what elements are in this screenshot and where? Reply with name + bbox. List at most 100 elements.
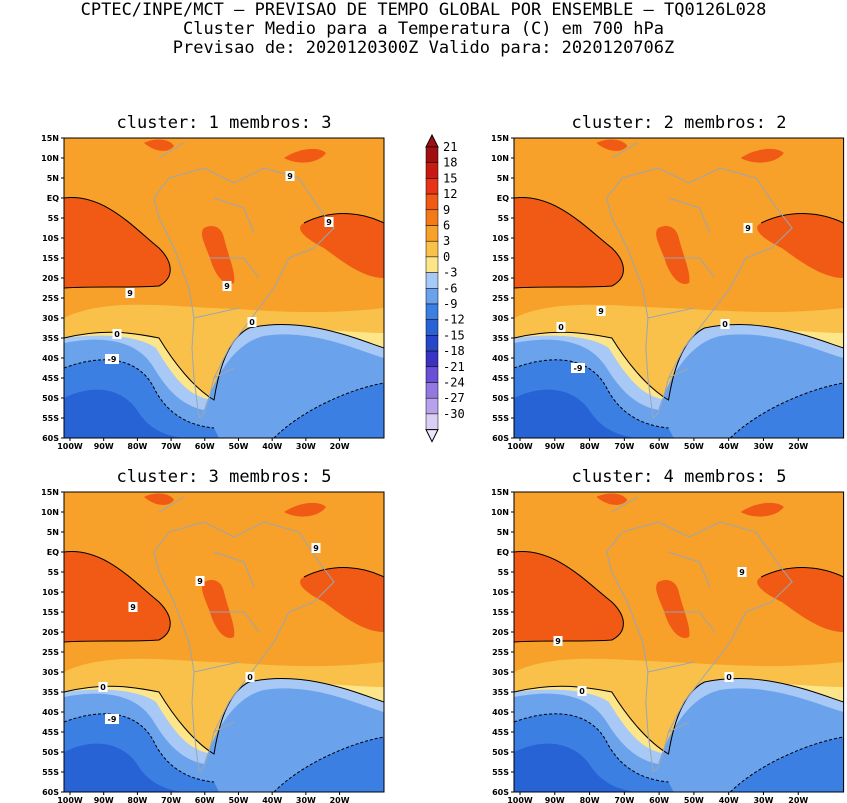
contour-label-text: 9 [130, 603, 136, 612]
lon-tick-label: 100W [57, 796, 83, 803]
contour-label: 0 [556, 322, 566, 332]
lat-tick-label: 55S [492, 414, 509, 423]
colorbar-segment [425, 162, 439, 179]
lon-tick-label: 70W [614, 796, 634, 803]
colorbar-label: -27 [443, 391, 465, 405]
contour-label-text: 0 [100, 683, 106, 692]
lat-tick-label: 30S [492, 314, 509, 323]
lat-tick-label: 20S [42, 274, 59, 283]
lat-tick-label: 25S [42, 648, 59, 657]
lon-tick-label: 20W [788, 796, 808, 803]
contour-label-bg [247, 317, 257, 327]
colorbar-top-arrow [425, 133, 439, 148]
colorbar-segment [425, 146, 439, 163]
lon-tick-label: 70W [161, 796, 181, 803]
lat-tick-label: 5N [497, 528, 509, 537]
lat-tick-label: EQ [497, 194, 509, 203]
contour-label-bg [125, 288, 135, 298]
colorbar-segment [425, 335, 439, 352]
contour-label: 9 [285, 171, 295, 181]
contour-label-text: 0 [114, 330, 120, 339]
lon-tick-label: 20W [330, 796, 350, 803]
lon-tick-label: 90W [545, 796, 565, 803]
lon-tick-label: 90W [94, 796, 114, 803]
contour-label-bg [596, 306, 606, 316]
lat-tick-label: 45S [42, 374, 59, 383]
lat-tick-label: EQ [497, 548, 509, 557]
lat-tick-label: 60S [42, 788, 59, 797]
contour-label-bg [105, 714, 119, 724]
colorbar-segment [425, 366, 439, 383]
lat-tick-label: 5N [47, 528, 59, 537]
lon-tick-label: 100W [57, 442, 83, 451]
panel-4-title: cluster: 4 membros: 5 [571, 467, 787, 487]
colorbar-label: -30 [443, 407, 465, 421]
contour-label-text: 9 [739, 568, 745, 577]
colorbar-label: 18 [443, 156, 457, 170]
colorbar-segment [425, 272, 439, 289]
contour-label-text: -9 [574, 364, 583, 373]
map-panel-3 [63, 491, 385, 793]
contour-label-bg [577, 686, 587, 696]
lat-tick-label: 10S [42, 234, 59, 243]
map-panel-2 [513, 137, 845, 439]
colorbar-label: 6 [443, 219, 450, 233]
lat-tick-label: 40S [492, 708, 509, 717]
colorbar-label: 0 [443, 250, 450, 264]
axis-ticks: 15N10N5NEQ5S10S15S20S25S30S35S40S45S50S5… [41, 134, 808, 803]
contour-label-bg [245, 672, 255, 682]
lat-tick-label: 5S [498, 214, 510, 223]
lon-tick-label: 40W [262, 442, 282, 451]
colorbar-segment [425, 413, 439, 430]
header-line-1: CPTEC/INPE/MCT – PREVISAO DE TEMPO GLOBA… [80, 0, 767, 20]
contour-label: 0 [245, 672, 255, 682]
contour-label-bg [556, 322, 566, 332]
contour-label: 9 [195, 576, 205, 586]
contour-label-bg [285, 171, 295, 181]
lon-tick-label: 90W [545, 442, 565, 451]
lat-tick-label: 15S [42, 254, 59, 263]
lon-tick-label: 80W [127, 442, 147, 451]
contour-label-bg [724, 672, 734, 682]
panel-1-title: cluster: 1 membros: 3 [116, 113, 332, 133]
lat-tick-label: 10N [491, 154, 509, 163]
colorbar-label: -21 [443, 360, 465, 374]
contour-label-bg [324, 217, 334, 227]
lat-tick-label: 10S [492, 588, 509, 597]
lat-tick-label: 55S [492, 768, 509, 777]
header-line-2: Cluster Medio para a Temperatura (C) em … [182, 19, 665, 39]
contour-label-bg [737, 567, 747, 577]
panel-3-title: cluster: 3 membros: 5 [116, 467, 332, 487]
contour-label: -9 [571, 363, 585, 373]
contour-label-bg [743, 223, 753, 233]
contour-label: 9 [553, 636, 563, 646]
contour-label: 0 [720, 319, 730, 329]
lat-tick-label: 60S [42, 434, 59, 443]
lon-tick-label: 60W [195, 796, 215, 803]
colorbar-segment [425, 193, 439, 211]
lon-tick-label: 30W [296, 442, 316, 451]
lat-tick-label: 35S [492, 334, 509, 343]
contour-label-text: 0 [249, 318, 255, 327]
lat-tick-label: EQ [47, 548, 59, 557]
lon-tick-label: 70W [161, 442, 181, 451]
colorbar-segment [425, 382, 439, 399]
lon-tick-label: 100W [507, 796, 533, 803]
contour-label: 0 [724, 672, 734, 682]
contour-label-text: -9 [108, 715, 117, 724]
contour-label-bg [311, 543, 321, 553]
lon-tick-label: 50W [228, 796, 248, 803]
contour-label-bg [128, 602, 138, 612]
lat-tick-label: 35S [42, 688, 59, 697]
lat-tick-label: 40S [42, 354, 59, 363]
colorbar-label: 9 [443, 203, 450, 217]
lat-tick-label: 10N [491, 508, 509, 517]
lat-tick-label: 15N [41, 134, 59, 143]
lat-tick-label: 60S [492, 434, 509, 443]
colorbar-segment [425, 303, 439, 320]
lat-tick-label: 10S [42, 588, 59, 597]
contour-label-text: 0 [722, 320, 728, 329]
lon-tick-label: 80W [580, 442, 600, 451]
